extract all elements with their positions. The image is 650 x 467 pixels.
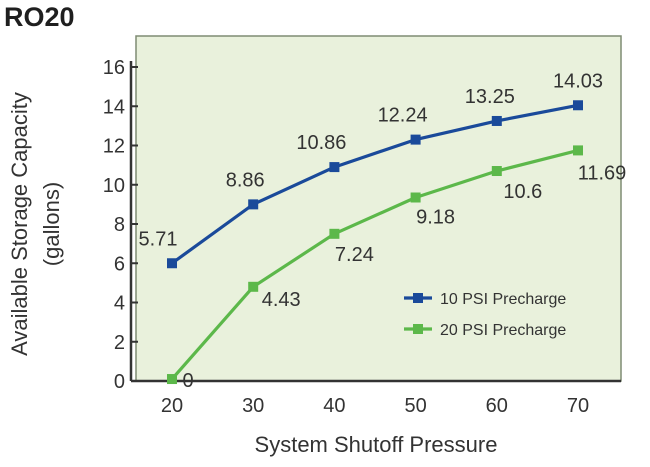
data-label: 10.6 (503, 181, 542, 203)
data-label: 9.18 (416, 207, 455, 229)
data-point (167, 258, 177, 269)
data-point (167, 374, 177, 385)
y-tick-label: 0 (114, 371, 125, 393)
data-label: 14.03 (553, 70, 603, 92)
data-point (491, 166, 502, 177)
x-axis-title: System Shutoff Pressure (255, 432, 498, 457)
data-label: 10.86 (296, 132, 346, 154)
series-line (171, 103, 579, 265)
y-axis-title-line1: Available Storage Capacity (7, 92, 32, 356)
data-label: 12.24 (378, 105, 428, 127)
data-point (573, 100, 583, 111)
y-tick-label: 10 (103, 175, 125, 197)
y-tick-label: 12 (103, 136, 125, 158)
legend-item: 10 PSI Precharge (404, 291, 566, 308)
legend-label: 10 PSI Precharge (440, 291, 566, 308)
data-label: 11.69 (578, 162, 627, 184)
x-tick-label: 50 (404, 395, 426, 417)
data-point (410, 134, 421, 145)
y-axis-title-line2: (gallons) (39, 182, 64, 266)
data-point (248, 281, 259, 292)
legend-item: 20 PSI Precharge (404, 322, 566, 339)
data-point (491, 115, 502, 126)
y-tick-label: 2 (114, 332, 125, 354)
data-label: 5.71 (139, 228, 178, 250)
legend: 10 PSI Precharge 20 PSI Precharge (404, 291, 566, 339)
data-point (248, 199, 259, 210)
series-layer (167, 100, 583, 385)
y-tick-label: 14 (103, 96, 125, 118)
x-tick-label: 30 (242, 395, 264, 417)
series-1 (167, 100, 583, 269)
y-tick-label: 8 (114, 214, 125, 236)
x-tick-label: 70 (567, 395, 589, 417)
data-label: 7.24 (335, 244, 374, 266)
y-tick-label: 6 (114, 253, 125, 275)
data-point (410, 192, 421, 203)
series-line (170, 148, 579, 381)
data-label: 0 (182, 370, 193, 392)
y-tick-label: 4 (114, 293, 125, 315)
chart-title: RO20 (4, 2, 75, 32)
series-2 (167, 145, 583, 385)
legend-marker (413, 293, 423, 303)
legend-label: 20 PSI Precharge (440, 322, 566, 339)
data-labels: 5.71 8.86 10.86 12.24 13.25 14.03 0 4.43 7.24 9.1… (139, 70, 627, 392)
x-axis: 20 30 40 50 60 70 (131, 379, 621, 417)
legend-marker (413, 324, 423, 334)
plot-area (135, 35, 622, 382)
data-label: 8.86 (226, 169, 265, 191)
data-point (329, 228, 340, 239)
x-tick-label: 60 (486, 395, 508, 417)
data-label: 4.43 (262, 289, 301, 311)
x-tick-label: 40 (323, 395, 345, 417)
y-tick-label: 16 (103, 57, 125, 79)
data-point (329, 162, 340, 173)
data-point (573, 145, 583, 156)
data-label: 13.25 (465, 86, 515, 108)
x-tick-label: 20 (161, 395, 183, 417)
y-axis: 0 2 4 6 8 10 12 14 16 (103, 57, 138, 393)
